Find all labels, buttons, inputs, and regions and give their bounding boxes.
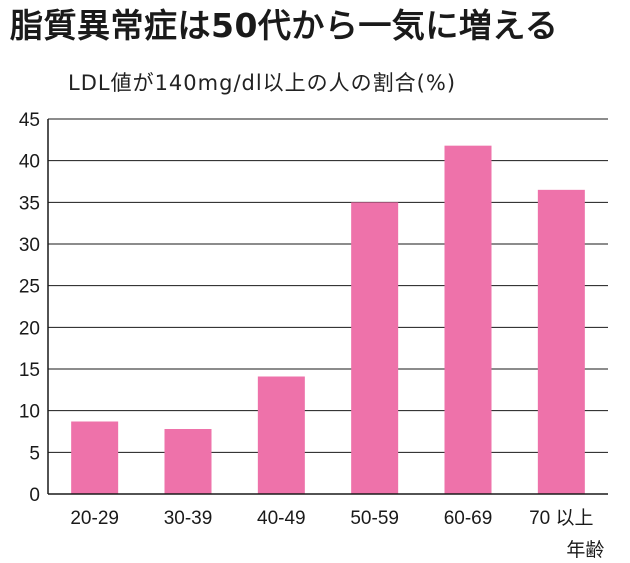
bar-70以上 [537, 189, 585, 495]
y-tick-label: 20 [19, 318, 40, 339]
y-axis-title: LDL値が140mg/dl以上の人の割合(%) [68, 71, 457, 95]
y-tick-label: 0 [29, 485, 40, 506]
bar-50-59 [351, 202, 399, 495]
y-tick-label: 35 [19, 193, 40, 214]
x-tick-label: 20-29 [70, 508, 119, 529]
bar-30-39 [164, 429, 212, 494]
chart-title: 脂質異常症は50代から一気に増える [10, 6, 559, 45]
bars [71, 145, 585, 495]
y-tick-label: 45 [19, 110, 40, 131]
x-tick-label: 40-49 [257, 508, 306, 529]
y-tick-label: 40 [19, 152, 40, 173]
y-tick-labels: 0 5 10 15 20 25 30 35 40 45 [19, 110, 40, 506]
x-axis-title: 年齢 [566, 539, 604, 561]
bar-20-29 [71, 421, 119, 494]
grid-lines [48, 118, 608, 453]
y-tick-label: 5 [29, 443, 40, 464]
bar-40-49 [257, 376, 305, 494]
x-tick-label: 30-39 [164, 508, 213, 529]
x-tick-label: 60-69 [444, 508, 493, 529]
x-tick-label: 70 以上 [529, 507, 593, 529]
y-tick-label: 10 [19, 402, 40, 423]
axes [47, 119, 608, 495]
bar-60-69 [444, 145, 492, 494]
y-tick-label: 15 [19, 360, 40, 381]
y-tick-label: 30 [19, 235, 40, 256]
x-tick-label: 50-59 [350, 508, 399, 529]
y-tick-label: 25 [19, 277, 40, 298]
